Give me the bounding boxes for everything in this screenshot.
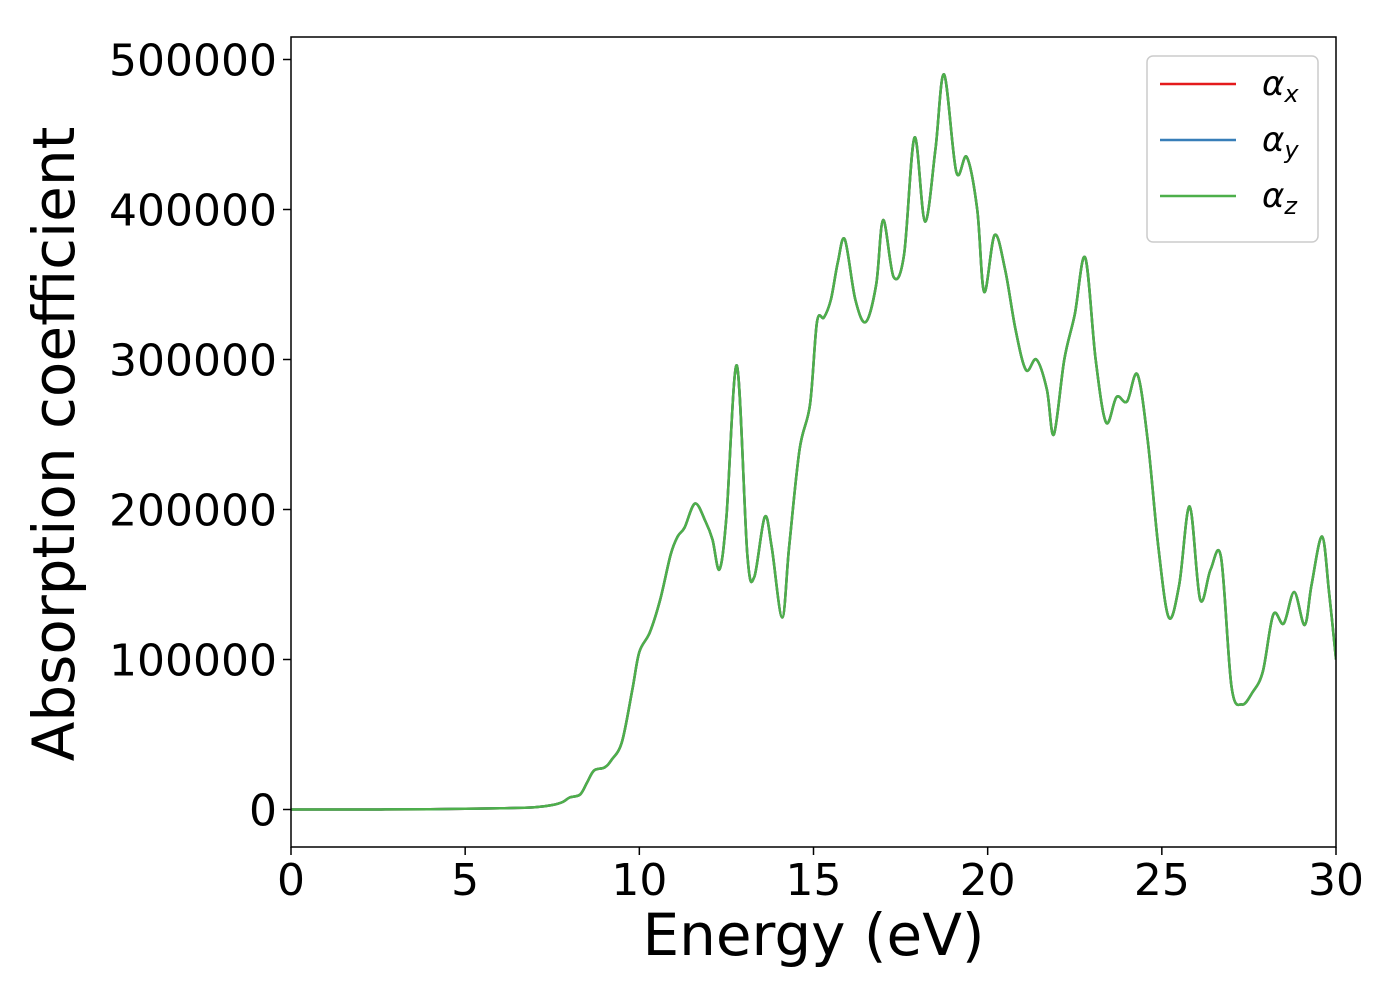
legend: αx αy αz (1146, 55, 1319, 243)
y-axis-title: Absorption coefficient (20, 127, 88, 762)
x-tick-label: 5 (451, 855, 479, 906)
y-tick-label: 100000 (109, 636, 277, 687)
series-layer (291, 73, 1336, 811)
x-tick-label: 20 (960, 855, 1016, 906)
legend-label-z: αz (1262, 176, 1298, 220)
y-tick-label: 200000 (109, 486, 277, 537)
y-tick-label: 500000 (109, 36, 277, 87)
ticks-layer: 0 5 10 15 20 25 30 0 100000 200000 300000 400000 500… (109, 36, 1364, 907)
legend-label-x: αx (1262, 64, 1299, 108)
x-tick-label: 0 (277, 855, 305, 906)
x-axis-title: Energy (eV) (642, 901, 984, 969)
legend-label-y: αy (1262, 120, 1299, 164)
y-tick-label: 400000 (109, 186, 277, 237)
series-line-z (291, 73, 1336, 811)
x-tick-label: 30 (1308, 855, 1364, 906)
x-tick-label: 10 (611, 855, 667, 906)
x-tick-label: 25 (1134, 855, 1190, 906)
y-tick-label: 300000 (109, 336, 277, 387)
y-tick-label: 0 (249, 786, 277, 837)
x-tick-label: 15 (786, 855, 842, 906)
